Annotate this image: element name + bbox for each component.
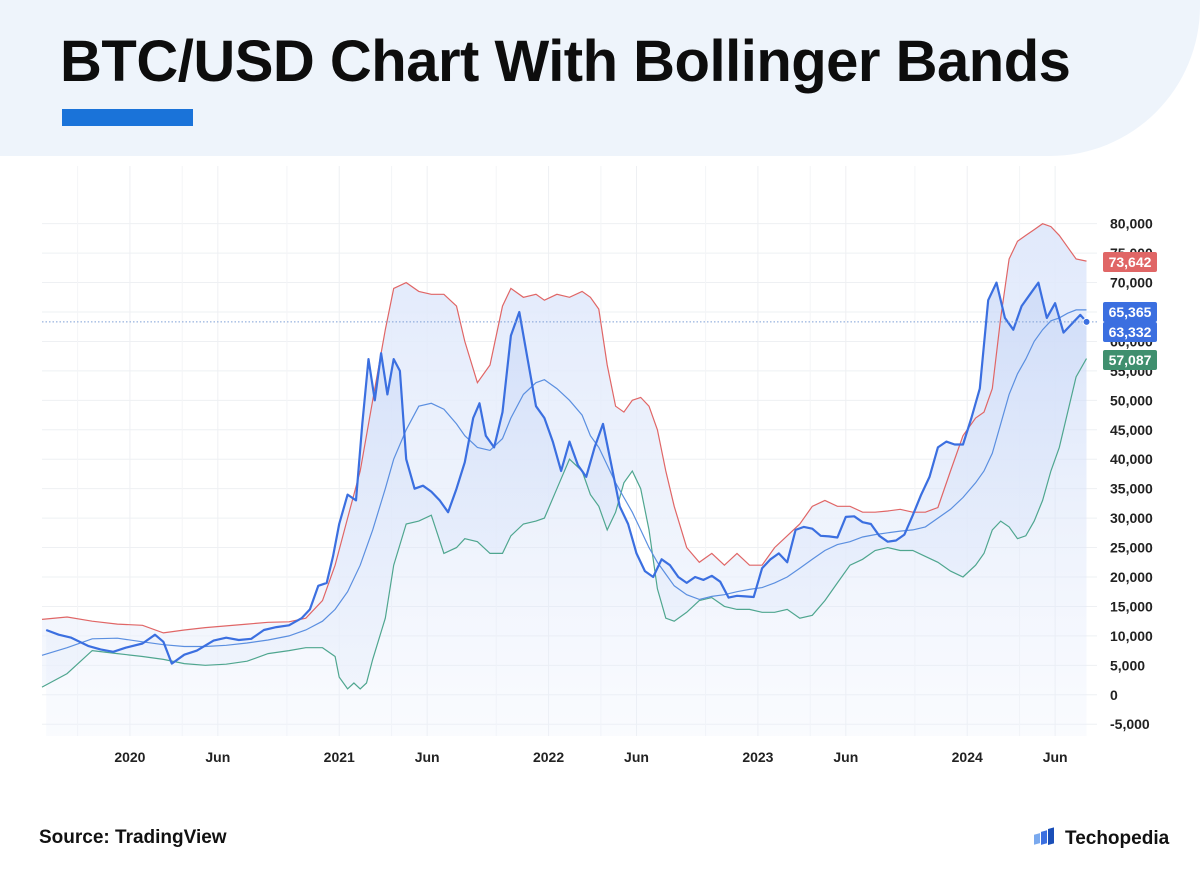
chart-area: -5,000 0 5,000 10,000 15,000 20,000 25,000 30,0… <box>0 156 1200 816</box>
x-tick-label: 2021 <box>324 749 355 765</box>
source-caption: Source: TradingView <box>39 827 227 848</box>
brand-name: Techopedia <box>1065 828 1170 849</box>
lower-band-value-badge-bg <box>1103 350 1157 370</box>
x-tick-label: 2022 <box>533 749 564 765</box>
price-value-badge: 63,332 <box>1109 324 1152 340</box>
y-tick-label: -5,000 <box>1110 716 1150 732</box>
middle-value-badge-bg <box>1103 302 1157 322</box>
y-tick-label: 50,000 <box>1110 392 1153 408</box>
x-tick-label: Jun <box>624 749 649 765</box>
upper-band-value-badge-bg <box>1103 252 1157 272</box>
series-line-price <box>45 281 1088 665</box>
price-value-badge-bg <box>1103 322 1157 342</box>
title-accent-bar <box>62 109 193 126</box>
page-title: BTC/USD Chart With Bollinger Bands <box>60 29 1071 94</box>
techopedia-logo-icon <box>1034 827 1054 845</box>
series-line-lower-band <box>41 358 1088 690</box>
x-tick-label: Jun <box>1043 749 1068 765</box>
current-price-marker <box>1082 317 1091 326</box>
y-tick-label: 15,000 <box>1110 598 1153 614</box>
series-line-upper-band <box>41 223 1087 634</box>
y-tick-label: 40,000 <box>1110 451 1153 467</box>
y-tick-label: 5,000 <box>1110 657 1145 673</box>
x-tick-label: 2020 <box>114 749 145 765</box>
lower-band-value-badge: 57,087 <box>1109 352 1152 368</box>
price-area-fill <box>46 282 1087 736</box>
y-tick-label: 10,000 <box>1110 628 1153 644</box>
x-tick-label: Jun <box>833 749 858 765</box>
btc-bollinger-chart: -5,000 0 5,000 10,000 15,000 20,000 25,000 30,0… <box>41 166 1157 765</box>
brand-logo: Techopedia <box>1033 826 1169 852</box>
y-tick-label: 35,000 <box>1110 481 1153 497</box>
y-tick-label: 30,000 <box>1110 510 1153 526</box>
x-tick-label: 2023 <box>742 749 773 765</box>
series-line-middle-band <box>41 309 1087 656</box>
y-tick-label: 20,000 <box>1110 569 1153 585</box>
y-tick-label: 45,000 <box>1110 422 1153 438</box>
middle-value-badge: 65,365 <box>1109 304 1152 320</box>
x-tick-label: 2024 <box>952 749 983 765</box>
y-tick-label: 80,000 <box>1110 216 1153 232</box>
y-tick-label: 0 <box>1110 687 1118 703</box>
x-tick-label: Jun <box>205 749 230 765</box>
upper-band-value-badge: 73,642 <box>1109 254 1152 270</box>
y-tick-label: 25,000 <box>1110 540 1153 556</box>
y-tick-label: 70,000 <box>1110 275 1153 291</box>
header-banner: BTC/USD Chart With Bollinger Bands <box>0 0 1200 156</box>
x-tick-label: Jun <box>415 749 440 765</box>
